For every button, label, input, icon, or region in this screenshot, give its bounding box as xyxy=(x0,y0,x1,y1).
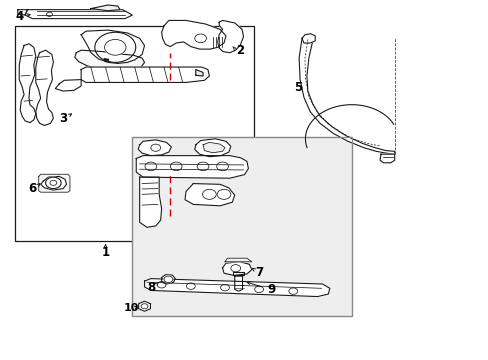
Polygon shape xyxy=(299,39,394,154)
Text: 1: 1 xyxy=(102,246,109,259)
Circle shape xyxy=(194,34,206,42)
Polygon shape xyxy=(302,34,315,43)
Polygon shape xyxy=(25,10,132,19)
Circle shape xyxy=(217,189,230,199)
Polygon shape xyxy=(104,59,109,62)
Circle shape xyxy=(145,162,157,171)
Polygon shape xyxy=(161,275,175,284)
Circle shape xyxy=(230,265,240,272)
Polygon shape xyxy=(203,142,224,153)
Polygon shape xyxy=(232,272,244,275)
Polygon shape xyxy=(55,80,81,91)
Circle shape xyxy=(95,32,136,62)
Text: 2: 2 xyxy=(236,44,244,57)
Polygon shape xyxy=(138,140,171,156)
Text: 10: 10 xyxy=(123,303,139,313)
Text: 4: 4 xyxy=(15,10,23,23)
Polygon shape xyxy=(19,44,36,123)
Polygon shape xyxy=(39,174,70,192)
Polygon shape xyxy=(161,21,225,49)
Circle shape xyxy=(220,284,229,291)
Circle shape xyxy=(104,40,126,55)
Circle shape xyxy=(151,144,160,151)
Circle shape xyxy=(163,276,172,283)
Polygon shape xyxy=(234,276,242,291)
Polygon shape xyxy=(75,50,144,71)
Text: 7: 7 xyxy=(255,266,263,279)
Circle shape xyxy=(170,162,182,171)
Polygon shape xyxy=(379,154,394,163)
Polygon shape xyxy=(224,258,251,262)
Circle shape xyxy=(157,282,165,288)
Circle shape xyxy=(216,162,228,171)
Polygon shape xyxy=(217,21,243,53)
Bar xyxy=(15,26,254,241)
Circle shape xyxy=(288,288,297,294)
Circle shape xyxy=(45,177,61,189)
Text: 5: 5 xyxy=(293,81,302,94)
Text: 8: 8 xyxy=(147,281,156,294)
Circle shape xyxy=(254,286,263,293)
Polygon shape xyxy=(140,177,161,227)
Text: 6: 6 xyxy=(28,182,37,195)
Circle shape xyxy=(141,304,148,309)
Polygon shape xyxy=(144,279,329,297)
Circle shape xyxy=(186,283,195,289)
Circle shape xyxy=(202,189,216,199)
Polygon shape xyxy=(81,67,209,82)
Polygon shape xyxy=(136,156,248,178)
Polygon shape xyxy=(194,139,230,157)
Bar xyxy=(132,137,351,316)
Polygon shape xyxy=(195,69,203,76)
Polygon shape xyxy=(91,5,120,11)
Polygon shape xyxy=(18,10,27,15)
Polygon shape xyxy=(36,50,53,126)
Polygon shape xyxy=(81,30,144,63)
Polygon shape xyxy=(184,184,234,206)
Polygon shape xyxy=(41,176,66,190)
Polygon shape xyxy=(138,301,150,311)
Circle shape xyxy=(197,162,208,171)
Polygon shape xyxy=(222,262,251,275)
Text: 3: 3 xyxy=(59,112,67,125)
Bar xyxy=(132,137,351,316)
Text: 9: 9 xyxy=(266,283,275,296)
